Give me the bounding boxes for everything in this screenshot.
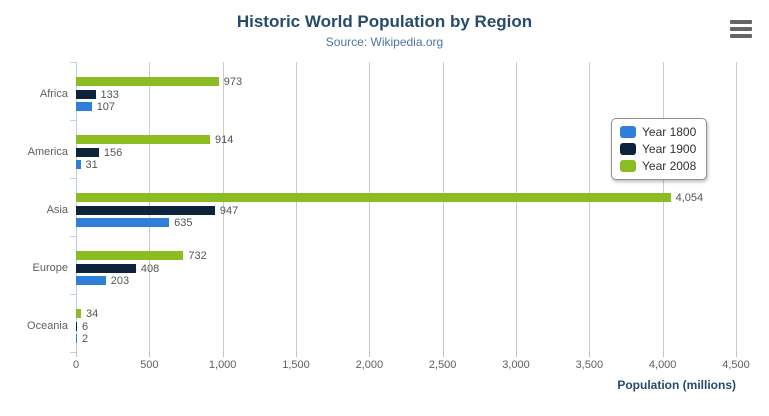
category-label: Africa — [39, 88, 68, 100]
axis-tick — [516, 352, 517, 357]
bar[interactable] — [76, 147, 99, 157]
hamburger-icon — [730, 34, 752, 38]
legend-label: Year 2008 — [642, 159, 697, 173]
context-menu-button[interactable] — [730, 20, 752, 38]
hamburger-icon — [730, 20, 752, 24]
category-axis-tick — [70, 236, 76, 237]
category-axis-tick — [70, 294, 76, 295]
legend-item[interactable]: Year 1800 — [620, 125, 696, 139]
axis-tick — [736, 352, 737, 357]
bar[interactable] — [76, 263, 136, 273]
data-label: 947 — [219, 204, 239, 217]
hamburger-icon — [730, 27, 752, 31]
category-axis-tick — [70, 352, 76, 353]
gridline — [369, 62, 371, 352]
gridline — [222, 62, 224, 352]
data-label: 31 — [85, 159, 98, 171]
category-label: Oceania — [27, 320, 68, 332]
legend-item[interactable]: Year 2008 — [620, 159, 696, 173]
bar[interactable] — [76, 218, 170, 227]
bar[interactable] — [76, 89, 96, 99]
data-label: 6 — [82, 320, 89, 333]
axis-tick — [662, 352, 664, 357]
bar[interactable] — [76, 321, 77, 331]
data-label: 914 — [215, 134, 234, 146]
data-label: 107 — [96, 101, 116, 113]
data-label: 732 — [188, 250, 207, 262]
xaxis-tick-label: 1,500 — [282, 359, 310, 371]
xaxis-tick-label: 1,000 — [208, 359, 237, 371]
data-label: 34 — [85, 308, 99, 320]
axis-tick — [589, 352, 591, 357]
xaxis-tick-label: 3,500 — [575, 359, 604, 371]
axis-tick — [76, 352, 77, 357]
legend: Year 1800 Year 1900 Year 2008 — [611, 118, 708, 180]
gridline — [442, 62, 444, 352]
category-label: Europe — [32, 262, 68, 274]
xaxis-tick-label: 2,500 — [428, 359, 457, 371]
data-label: 2 — [82, 333, 89, 345]
axis-tick — [369, 352, 371, 357]
bar[interactable] — [76, 193, 671, 202]
data-label: 635 — [174, 217, 193, 229]
legend-label: Year 1800 — [642, 125, 697, 139]
legend-item[interactable]: Year 1900 — [620, 142, 696, 156]
gridline — [662, 62, 664, 352]
xaxis-tick-label: 2,000 — [355, 359, 384, 371]
axis-tick — [442, 352, 444, 357]
bar[interactable] — [76, 160, 81, 169]
data-label: 4,054 — [675, 192, 704, 204]
bar[interactable] — [76, 77, 219, 86]
category-label: America — [27, 146, 68, 158]
xaxis-tick-label: 4,000 — [648, 359, 677, 371]
category-label: Asia — [46, 204, 68, 216]
legend-swatch-icon — [620, 143, 636, 155]
bar[interactable] — [76, 334, 77, 343]
gridline — [736, 62, 737, 352]
gridline — [516, 62, 517, 352]
chart-subtitle: Source: Wikipedia.org — [325, 35, 444, 49]
gridline — [589, 62, 591, 352]
bar[interactable] — [76, 205, 215, 215]
bar[interactable] — [76, 276, 106, 285]
xaxis-tick-label: 3,000 — [502, 359, 530, 371]
bar[interactable] — [76, 102, 92, 111]
chart-title: Historic World Population by Region — [236, 12, 533, 31]
category-axis-tick — [70, 62, 76, 63]
axis-tick — [296, 352, 297, 357]
legend-label: Year 1900 — [642, 142, 697, 156]
xaxis-tick-label: 0 — [72, 359, 80, 371]
data-label: 408 — [140, 262, 160, 275]
bar[interactable] — [76, 251, 184, 260]
data-label: 203 — [110, 275, 130, 287]
axis-tick — [222, 352, 224, 357]
data-label: 156 — [103, 146, 123, 159]
axis-tick — [149, 352, 151, 357]
xaxis-tick-label: 4,500 — [722, 359, 750, 371]
xaxis-title: Population (millions) — [617, 378, 736, 392]
bar[interactable] — [76, 135, 211, 144]
data-label: 973 — [223, 76, 243, 88]
data-label: 133 — [100, 88, 119, 101]
bar[interactable] — [76, 309, 81, 318]
gridline — [296, 62, 297, 352]
legend-swatch-icon — [620, 126, 636, 138]
xaxis-tick-label: 500 — [140, 359, 159, 371]
category-axis-tick — [70, 178, 76, 179]
category-axis-tick — [70, 120, 76, 121]
legend-swatch-icon — [620, 160, 636, 172]
